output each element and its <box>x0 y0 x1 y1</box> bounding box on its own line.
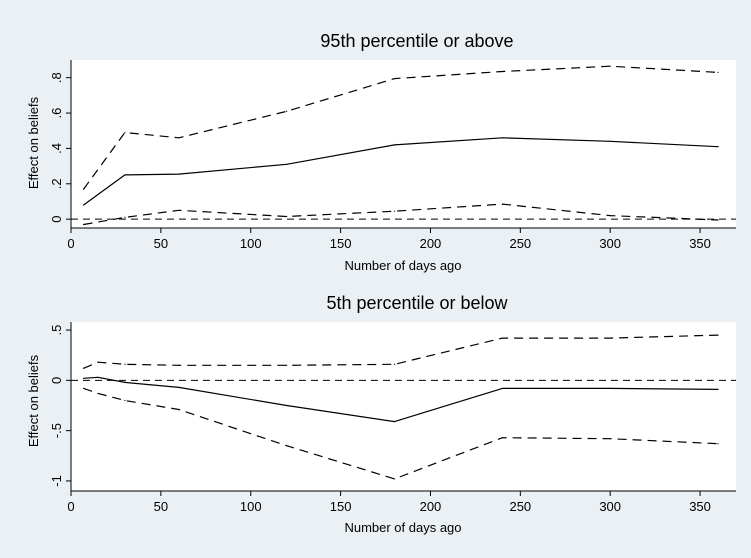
data-point-estimate <box>609 387 611 389</box>
data-point-lower_ci <box>178 209 180 211</box>
panel-95th-percentile: 95th percentile or above Number of days … <box>26 31 736 273</box>
x-tick-label: 150 <box>330 236 352 251</box>
data-point-upper_ci <box>609 337 611 339</box>
data-point-lower_ci <box>286 215 288 218</box>
y-tick-label: -1 <box>49 475 64 487</box>
data-point-estimate <box>124 381 126 383</box>
series-line-upper_ci <box>83 65 719 190</box>
data-point-lower_ci <box>286 445 288 447</box>
series-line-estimate <box>83 137 719 206</box>
data-point-lower_ci <box>393 210 396 212</box>
y-tick-label: 0 <box>49 216 64 223</box>
x-tick-label: 150 <box>330 499 352 514</box>
data-point-lower_ci <box>82 387 85 389</box>
data-point-estimate <box>717 146 719 148</box>
data-point-lower_ci <box>717 443 719 445</box>
data-point-upper_ci <box>82 188 85 190</box>
data-point-estimate <box>286 404 288 407</box>
y-tick-label: .5 <box>49 325 64 336</box>
data-point-upper_ci <box>82 367 85 369</box>
x-tick-label: 50 <box>154 499 168 514</box>
data-point-estimate <box>501 137 503 139</box>
data-point-lower_ci <box>124 399 126 402</box>
data-point-estimate <box>124 174 126 176</box>
series-line-lower_ci <box>83 203 719 226</box>
x-tick-label: 0 <box>67 499 74 514</box>
data-point-lower_ci <box>609 215 611 217</box>
data-point-upper_ci <box>286 364 288 366</box>
data-point-estimate <box>178 386 180 388</box>
data-point-upper_ci <box>393 77 396 80</box>
data-point-lower_ci <box>124 216 126 218</box>
data-point-lower_ci <box>97 392 99 395</box>
data-point-estimate <box>717 388 719 390</box>
data-point-estimate <box>82 204 85 206</box>
x-tick-label: 250 <box>509 499 531 514</box>
x-axis-label: Number of days ago <box>344 258 461 273</box>
data-point-lower_ci <box>82 223 85 226</box>
data-point-estimate <box>178 173 180 175</box>
y-tick-label: .4 <box>49 143 64 154</box>
data-point-upper_ci <box>501 337 503 339</box>
panel-title: 5th percentile or below <box>326 293 508 313</box>
y-tick-label: -.5 <box>49 423 64 438</box>
x-tick-label: 250 <box>509 236 531 251</box>
x-axis-label: Number of days ago <box>344 520 461 535</box>
x-tick-label: 350 <box>689 236 711 251</box>
data-point-lower_ci <box>717 219 719 221</box>
data-point-lower_ci <box>393 478 396 480</box>
data-point-estimate <box>286 163 288 165</box>
y-tick-label: 0 <box>49 377 64 384</box>
data-point-upper_ci <box>609 65 611 67</box>
x-tick-label: 200 <box>420 236 442 251</box>
data-point-upper_ci <box>501 70 503 73</box>
data-point-estimate <box>97 376 99 378</box>
y-tick-label: .2 <box>49 178 64 189</box>
x-tick-label: 350 <box>689 499 711 514</box>
y-tick-label: .8 <box>49 72 64 83</box>
data-point-upper_ci <box>717 71 719 73</box>
data-point-upper_ci <box>393 363 396 365</box>
x-tick-label: 300 <box>599 499 621 514</box>
y-axis-label: Effect on beliefs <box>26 354 41 447</box>
data-point-upper_ci <box>124 131 126 134</box>
data-point-lower_ci <box>178 408 180 411</box>
series-line-upper_ci <box>83 334 719 369</box>
y-axis-label: Effect on beliefs <box>26 96 41 189</box>
data-point-upper_ci <box>717 334 719 336</box>
data-point-upper_ci <box>97 361 99 363</box>
panel-title: 95th percentile or above <box>320 31 513 51</box>
data-point-estimate <box>501 387 503 389</box>
data-point-estimate <box>393 420 396 423</box>
panel-5th-percentile: 5th percentile or below Number of days a… <box>26 293 736 535</box>
data-point-upper_ci <box>178 364 180 366</box>
data-point-estimate <box>393 144 396 146</box>
x-tick-label: 100 <box>240 236 262 251</box>
x-tick-label: 200 <box>420 499 442 514</box>
x-tick-label: 0 <box>67 236 74 251</box>
data-point-upper_ci <box>178 137 180 139</box>
data-point-estimate <box>82 377 85 379</box>
data-point-lower_ci <box>609 438 611 440</box>
plot-region <box>71 322 736 491</box>
data-point-upper_ci <box>286 110 288 112</box>
x-tick-label: 50 <box>154 236 168 251</box>
data-point-upper_ci <box>124 363 126 365</box>
data-point-lower_ci <box>501 437 503 439</box>
data-point-lower_ci <box>501 203 503 205</box>
x-tick-label: 100 <box>240 499 262 514</box>
y-tick-label: .6 <box>49 108 64 119</box>
data-point-estimate <box>609 140 611 142</box>
x-tick-label: 300 <box>599 236 621 251</box>
